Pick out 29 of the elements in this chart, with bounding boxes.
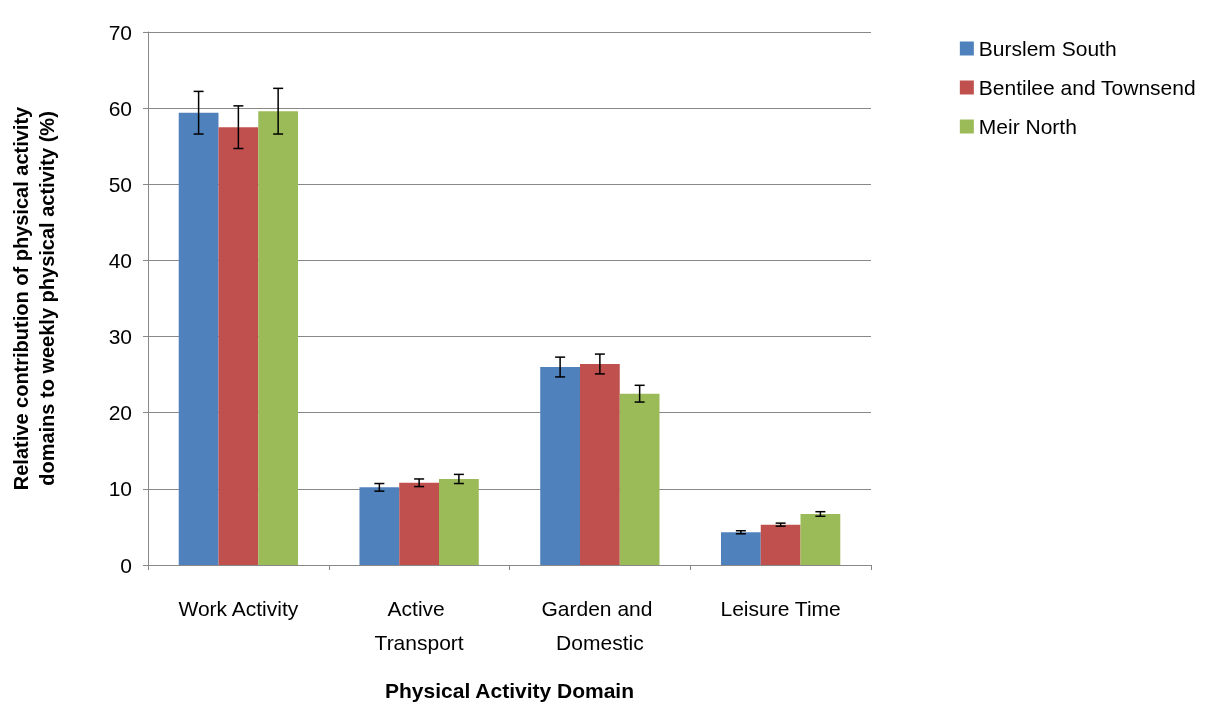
bar [619, 393, 660, 565]
y-tick-label: 60 [108, 96, 132, 120]
y-axis-title: Relative contribution of physical activity domains to weekly physical activity (%) [10, 105, 58, 491]
x-tick-label: Work Activity [178, 596, 299, 620]
y-tick-label: 20 [108, 401, 132, 425]
bar [760, 524, 801, 565]
legend-label: Bentilee and Townsend [978, 76, 1196, 99]
y-tick-label: 0 [120, 553, 132, 577]
bar [359, 487, 400, 565]
x-axis-title: Physical Activity Domain [385, 679, 634, 702]
bar [439, 478, 479, 565]
bar [720, 532, 761, 565]
bar [178, 112, 219, 565]
bar [579, 363, 620, 565]
y-tick-label: 50 [108, 172, 132, 196]
legend-label: Meir North [978, 115, 1077, 138]
y-tick-label: 40 [108, 248, 132, 272]
bar [258, 111, 299, 565]
bar [399, 482, 440, 565]
y-tick-label: 70 [108, 20, 132, 44]
y-tick-label: 10 [108, 477, 132, 501]
bar [540, 367, 580, 565]
legend-label: Burslem South [978, 37, 1117, 60]
x-tick-label: Leisure Time [720, 596, 841, 620]
bar [800, 513, 841, 565]
x-tick-label: Garden and Domestic [541, 596, 659, 654]
y-tick-label: 30 [108, 325, 132, 349]
x-tick-label: Active Transport [374, 596, 464, 654]
bar [218, 127, 259, 565]
